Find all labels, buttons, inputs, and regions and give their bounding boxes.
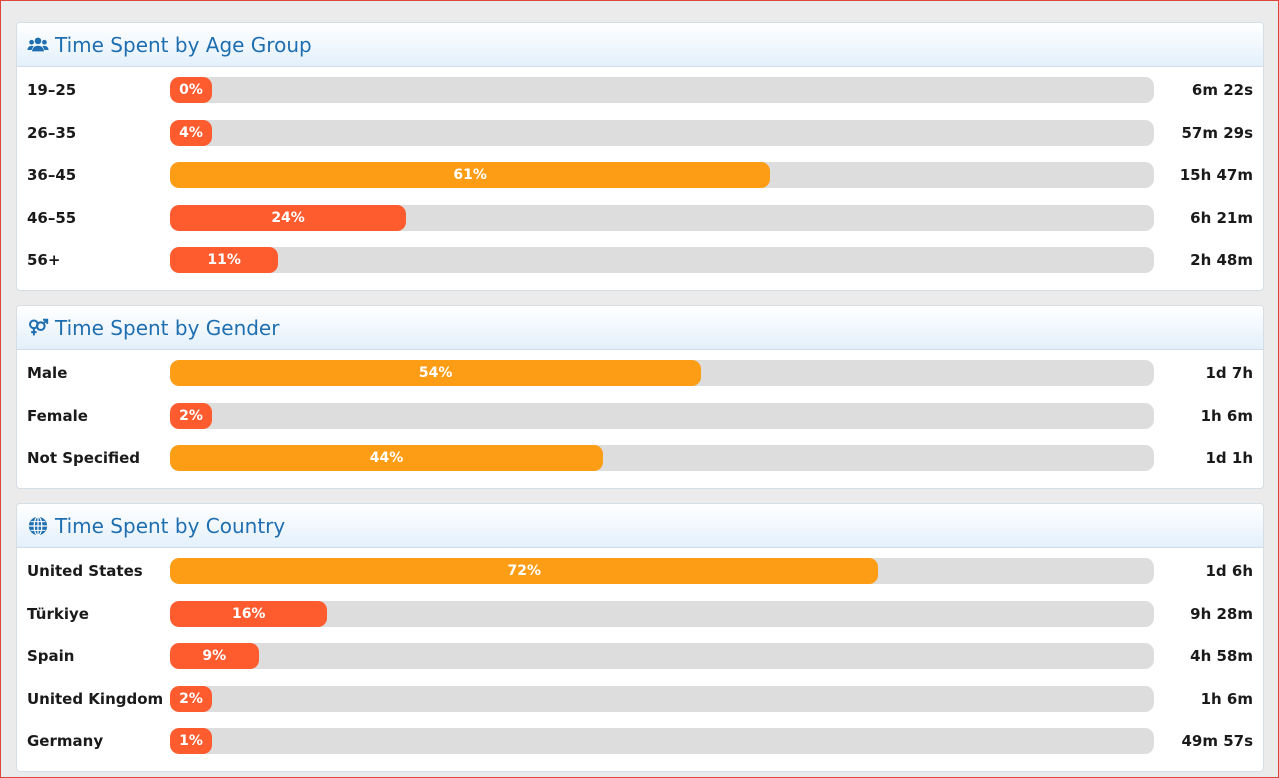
progress-track: 0% xyxy=(170,77,1154,103)
progress-track: 72% xyxy=(170,558,1154,584)
row-label: Not Specified xyxy=(27,449,141,467)
gender-title: Time Spent by Gender xyxy=(55,315,280,340)
row-label: 36–45 xyxy=(27,166,77,184)
row-value: 49m 57s xyxy=(1181,732,1253,750)
country-panel: Time Spent by Country United States 72% … xyxy=(16,503,1264,772)
age-group-title: Time Spent by Age Group xyxy=(55,32,312,57)
progress-track: 2% xyxy=(170,685,1154,712)
progress-track: 4% xyxy=(170,119,1154,146)
progress-fill: 54% xyxy=(170,360,702,386)
age-row: 56+ 11% 2h 48m xyxy=(17,247,1263,290)
progress-track: 24% xyxy=(170,204,1154,231)
gender-icon xyxy=(29,318,49,335)
country-title: Time Spent by Country xyxy=(55,513,286,538)
row-label: Germany xyxy=(27,732,104,750)
country-row: United Kingdom 2% 1h 6m xyxy=(17,685,1263,729)
age-group-rows: 19–25 0% 6m 22s 26–35 4% 57m 29s 36–45 6… xyxy=(17,67,1263,290)
row-label: Türkiye xyxy=(27,604,89,623)
age-row: 26–35 4% 57m 29s xyxy=(17,119,1263,163)
row-value: 15h 47m xyxy=(1179,166,1253,184)
progress-fill: 1% xyxy=(170,728,212,754)
progress-track: 61% xyxy=(170,162,1154,188)
age-group-header: Time Spent by Age Group xyxy=(17,23,1263,67)
progress-fill: 16% xyxy=(170,600,328,627)
country-rows: United States 72% 1d 6h Türkiye 16% 9h 2… xyxy=(17,548,1263,771)
progress-track: 44% xyxy=(170,445,1154,471)
row-value: 6m 22s xyxy=(1191,81,1253,99)
row-label: 46–55 xyxy=(27,208,77,227)
progress-fill: 0% xyxy=(170,77,212,103)
age-row: 19–25 0% 6m 22s xyxy=(17,77,1263,120)
progress-fill: 4% xyxy=(170,119,212,146)
row-value: 6h 21m xyxy=(1190,208,1253,227)
users-icon xyxy=(27,37,49,51)
progress-fill: 11% xyxy=(170,247,279,273)
row-label: 56+ xyxy=(27,251,61,269)
gender-panel: Time Spent by Gender Male 54% 1d 7h Fema… xyxy=(16,305,1264,489)
progress-fill: 61% xyxy=(170,162,771,188)
row-label: United Kingdom xyxy=(27,689,164,708)
country-header: Time Spent by Country xyxy=(17,504,1263,548)
age-row: 36–45 61% 15h 47m xyxy=(17,162,1263,205)
progress-fill: 2% xyxy=(170,685,212,712)
row-value: 4h 58m xyxy=(1190,647,1253,665)
globe-icon xyxy=(28,515,48,536)
row-label: 26–35 xyxy=(27,123,77,142)
gender-row: Not Specified 44% 1d 1h xyxy=(17,445,1263,488)
country-row: United States 72% 1d 6h xyxy=(17,558,1263,601)
progress-fill: 72% xyxy=(170,558,879,584)
country-row: Spain 9% 4h 58m xyxy=(17,643,1263,686)
row-value: 9h 28m xyxy=(1190,604,1253,623)
progress-fill: 24% xyxy=(170,204,407,231)
progress-fill: 44% xyxy=(170,445,603,471)
row-label: United States xyxy=(27,562,143,580)
row-value: 57m 29s xyxy=(1181,123,1253,142)
gender-rows: Male 54% 1d 7h Female 2% 1h 6m Not Speci… xyxy=(17,350,1263,488)
progress-track: 11% xyxy=(170,247,1154,273)
row-value: 1d 1h xyxy=(1205,449,1253,467)
progress-track: 16% xyxy=(170,600,1154,627)
country-row: Türkiye 16% 9h 28m xyxy=(17,600,1263,644)
row-label: Male xyxy=(27,364,68,382)
gender-row: Female 2% 1h 6m xyxy=(17,402,1263,446)
age-group-panel: Time Spent by Age Group 19–25 0% 6m 22s … xyxy=(16,22,1264,291)
row-value: 1h 6m xyxy=(1200,406,1253,425)
gender-row: Male 54% 1d 7h xyxy=(17,360,1263,403)
row-value: 2h 48m xyxy=(1190,251,1253,269)
progress-track: 54% xyxy=(170,360,1154,386)
row-value: 1h 6m xyxy=(1200,689,1253,708)
country-row: Germany 1% 49m 57s xyxy=(17,728,1263,771)
row-label: Spain xyxy=(27,647,75,665)
row-value: 1d 7h xyxy=(1205,364,1253,382)
progress-track: 1% xyxy=(170,728,1154,754)
gender-header: Time Spent by Gender xyxy=(17,306,1263,350)
row-value: 1d 6h xyxy=(1205,562,1253,580)
progress-fill: 9% xyxy=(170,643,259,669)
progress-fill: 2% xyxy=(170,402,212,429)
row-label: 19–25 xyxy=(27,81,77,99)
progress-track: 9% xyxy=(170,643,1154,669)
age-row: 46–55 24% 6h 21m xyxy=(17,204,1263,248)
row-label: Female xyxy=(27,406,88,425)
progress-track: 2% xyxy=(170,402,1154,429)
